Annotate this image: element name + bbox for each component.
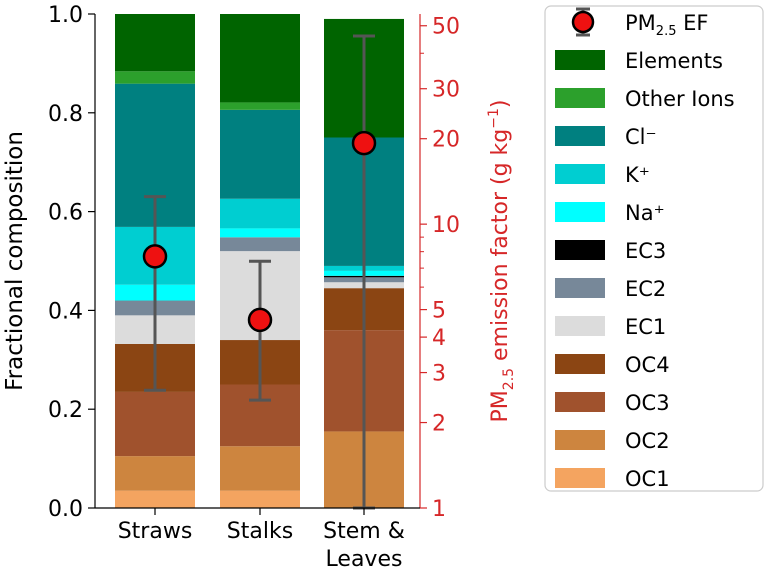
bar-cl-stalks (220, 109, 300, 199)
legend-swatch-oc2 (555, 430, 605, 450)
ef-point-stalks (247, 307, 273, 333)
legend-label-k: K⁺ (625, 163, 650, 187)
left-tick-label: 0.8 (48, 102, 83, 127)
legend-label-oc4: OC4 (625, 353, 670, 377)
x-tick-label-straws: Straws (118, 519, 193, 544)
legend-swatch-oc1 (555, 468, 605, 488)
legend-swatch-oc4 (555, 354, 605, 374)
legend-swatch-elements (555, 50, 605, 70)
legend-swatch-cl (555, 126, 605, 146)
legend-swatch-other-ions (555, 88, 605, 108)
bar-other-ions-stalks (220, 102, 300, 110)
legend-label-ec1: EC1 (625, 315, 666, 339)
bar-oc2-stalks (220, 446, 300, 491)
ef-points (142, 130, 377, 333)
right-axis: 1 2 3 45 10 20 30 50 PM2.5 emission factor (g kg… (419, 14, 517, 522)
left-tick-label: 0.2 (48, 398, 83, 423)
legend-label-oc2: OC2 (625, 429, 670, 453)
legend-swatch-oc3 (555, 392, 605, 412)
ef-point-stem-leaves (351, 130, 377, 156)
legend-swatch-ec2 (555, 278, 605, 298)
legend-ef-label: PM2.5 EF (625, 11, 709, 39)
legend-label-ec2: EC2 (625, 277, 666, 301)
bar-oc2-straws (115, 456, 195, 491)
bar-na-stalks (220, 228, 300, 238)
x-tick-label-stalks: Stalks (227, 519, 293, 544)
legend-swatch-ec3 (555, 240, 605, 260)
right-axis-label: PM2.5 emission factor (g kg−1) (486, 100, 517, 423)
right-tick-label: 1 (432, 497, 446, 522)
bar-other-ions-straws (115, 71, 195, 84)
legend-label-other-ions: Other Ions (625, 87, 735, 111)
legend-ef-marker (571, 10, 595, 34)
ef-point-straws (142, 244, 168, 269)
right-tick-label: 30 (432, 78, 460, 103)
legend-label-cl: Cl⁻ (625, 125, 657, 149)
legend-label-oc1: OC1 (625, 467, 670, 491)
x-tick-label-stem-leaves: Leaves (326, 547, 403, 572)
bar-ec2-stalks (220, 237, 300, 252)
right-tick-label: 4 (432, 326, 446, 351)
legend-label-ec3: EC3 (625, 239, 666, 263)
right-tick-label: 50 (432, 15, 460, 40)
left-axis: 0.0 0.2 0.4 0.6 0.8 1.0 Fractional composition (2, 3, 96, 522)
bar-elements-straws (115, 14, 195, 72)
legend-swatch-k (555, 164, 605, 184)
bar-oc1-straws (115, 490, 195, 508)
right-tick-label: 20 (432, 128, 460, 153)
legend-swatch-na (555, 202, 605, 222)
x-axis: Straws Stalks Stem & Leaves (95, 507, 420, 572)
left-axis-label: Fractional composition (2, 131, 28, 391)
right-tick-label: 10 (432, 213, 460, 238)
bar-oc3-straws (115, 391, 195, 457)
legend-label-oc3: OC3 (625, 391, 670, 415)
ef-errorbars (144, 34, 375, 510)
left-tick-label: 0.0 (48, 497, 83, 522)
right-tick-label: 3 (432, 362, 446, 387)
bar-k-stalks (220, 198, 300, 229)
x-tick-label-stem-leaves: Stem & (323, 519, 405, 544)
left-tick-label: 1.0 (48, 3, 83, 28)
left-tick-label: 0.4 (48, 299, 83, 324)
legend: PM2.5 EF Elements Other Ions Cl⁻ K⁺ Na⁺ EC3 EC2… (544, 5, 764, 492)
left-tick-label: 0.6 (48, 201, 83, 226)
right-tick-label: 2 (432, 412, 446, 437)
right-tick-label: 5 (432, 299, 446, 324)
legend-swatch-ec1 (555, 316, 605, 336)
bar-elements-stalks (220, 14, 300, 103)
bar-oc1-stalks (220, 490, 300, 508)
legend-label-na: Na⁺ (625, 201, 665, 225)
legend-label-elements: Elements (625, 49, 723, 73)
